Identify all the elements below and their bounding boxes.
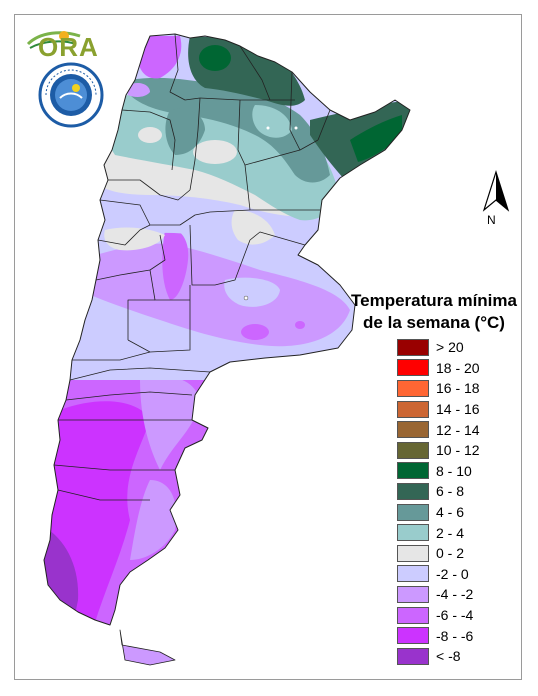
legend-item: 6 - 8 — [397, 481, 480, 502]
legend-item: -8 - -6 — [397, 625, 480, 646]
legend-label: 10 - 12 — [436, 442, 480, 459]
legend-item: -6 - -4 — [397, 605, 480, 626]
north-arrow-icon — [482, 170, 510, 212]
legend-title-line2: de la semana (°C) — [363, 313, 505, 332]
legend-label: -2 - 0 — [436, 565, 469, 582]
legend-label: 16 - 18 — [436, 380, 480, 397]
smn-seal-logo — [38, 62, 104, 128]
legend-label: -4 - -2 — [436, 586, 474, 603]
legend-swatch — [397, 503, 429, 521]
legend-swatch — [397, 359, 429, 377]
legend-label: 12 - 14 — [436, 421, 480, 438]
legend-label: > 20 — [436, 339, 464, 356]
ora-logo: ORA — [20, 22, 110, 62]
legend-swatch — [397, 482, 429, 500]
legend-label: < -8 — [436, 648, 461, 665]
legend-label: -6 - -4 — [436, 607, 474, 624]
legend-item: > 20 — [397, 337, 480, 358]
legend-swatch — [397, 441, 429, 459]
legend-item: 2 - 4 — [397, 522, 480, 543]
legend-label: 18 - 20 — [436, 359, 480, 376]
legend: > 20 18 - 20 16 - 18 14 - 16 12 - 14 10 - 12 8… — [397, 337, 480, 667]
legend-swatch — [397, 379, 429, 397]
legend-item: 8 - 10 — [397, 461, 480, 482]
legend-swatch — [397, 338, 429, 356]
legend-label: 4 - 6 — [436, 504, 465, 521]
legend-label: 2 - 4 — [436, 524, 465, 541]
legend-swatch — [397, 544, 429, 562]
legend-item: 18 - 20 — [397, 358, 480, 379]
legend-swatch — [397, 524, 429, 542]
legend-swatch — [397, 421, 429, 439]
legend-item: 12 - 14 — [397, 419, 480, 440]
legend-swatch — [397, 627, 429, 645]
legend-item: 10 - 12 — [397, 440, 480, 461]
legend-swatch — [397, 462, 429, 480]
legend-label: -8 - -6 — [436, 627, 474, 644]
svg-text:ORA: ORA — [38, 32, 99, 62]
legend-label: 0 - 2 — [436, 545, 465, 562]
legend-label: 8 - 10 — [436, 462, 472, 479]
legend-item: 16 - 18 — [397, 378, 480, 399]
legend-title: Temperatura mínima de la semana (°C) — [344, 290, 524, 334]
legend-swatch — [397, 606, 429, 624]
legend-item: < -8 — [397, 646, 480, 667]
legend-item: -4 - -2 — [397, 584, 480, 605]
legend-label: 6 - 8 — [436, 483, 465, 500]
legend-title-line1: Temperatura mínima — [351, 291, 517, 310]
legend-item: 0 - 2 — [397, 543, 480, 564]
legend-swatch — [397, 647, 429, 665]
north-label: N — [487, 213, 496, 227]
legend-label: 14 - 16 — [436, 401, 480, 418]
legend-item: 14 - 16 — [397, 399, 480, 420]
legend-swatch — [397, 400, 429, 418]
legend-swatch — [397, 585, 429, 603]
legend-swatch — [397, 565, 429, 583]
legend-item: 4 - 6 — [397, 502, 480, 523]
legend-item: -2 - 0 — [397, 564, 480, 585]
